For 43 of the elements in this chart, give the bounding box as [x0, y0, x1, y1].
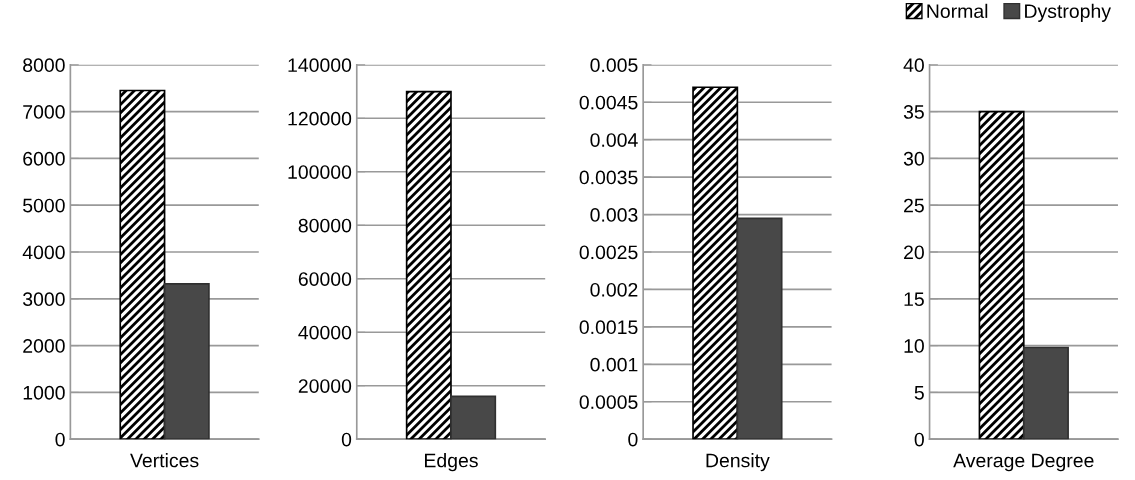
x-tick-label: Vertices	[130, 453, 199, 468]
y-tick-label: 6000	[23, 151, 65, 166]
y-tick-label: 2000	[23, 339, 65, 353]
y-tick-label: 0.003	[590, 208, 638, 222]
y-tick-label: 80000	[298, 218, 352, 233]
y-tick-label: 120000	[288, 111, 352, 126]
y-tick-label: 15	[904, 292, 924, 307]
y-tick-label: 40000	[298, 325, 352, 340]
x-tick-label: Density	[706, 453, 770, 472]
y-tick-label: 20	[904, 245, 924, 260]
y-tick-label: 0	[55, 432, 65, 447]
y-tick-label: 30	[903, 151, 924, 166]
y-tick-label: 0.004	[590, 133, 638, 147]
y-tick-label: 100000	[288, 165, 352, 180]
y-tick-label: 0.0045	[579, 95, 638, 110]
y-tick-label: 25	[904, 198, 924, 213]
y-tick-label: 0	[341, 432, 352, 447]
y-tick-label: 10	[904, 339, 924, 353]
y-tick-label: 60000	[298, 272, 352, 286]
y-tick-label: 8000	[23, 58, 65, 73]
y-tick-label: 35	[903, 105, 924, 119]
y-tick-label: 7000	[23, 105, 65, 119]
y-tick-label: 140000	[288, 58, 352, 73]
y-tick-label: 0.005	[590, 58, 638, 73]
legend-label: Dystrophy	[1025, 3, 1111, 22]
legend-label: Normal	[927, 3, 988, 19]
x-tick-label: Average Degree	[953, 453, 1094, 472]
y-tick-label: 0.002	[590, 282, 638, 297]
x-tick-label: Edges	[425, 453, 478, 472]
y-tick-label: 0.0035	[579, 170, 638, 185]
y-tick-label: 0.0025	[579, 245, 638, 260]
y-tick-label: 0.0015	[579, 320, 638, 335]
y-tick-label: 0	[914, 432, 924, 447]
y-tick-label: 5	[914, 386, 924, 400]
y-tick-label: 0	[628, 432, 638, 447]
y-tick-label: 5000	[23, 198, 65, 213]
y-tick-label: 20000	[298, 379, 352, 393]
y-tick-label: 4000	[22, 245, 65, 260]
y-tick-label: 3000	[23, 292, 65, 307]
y-tick-label: 0.0005	[579, 395, 638, 409]
y-tick-label: 1000	[23, 385, 65, 400]
y-tick-label: 40	[903, 58, 924, 73]
y-tick-label: 0.001	[590, 357, 638, 372]
